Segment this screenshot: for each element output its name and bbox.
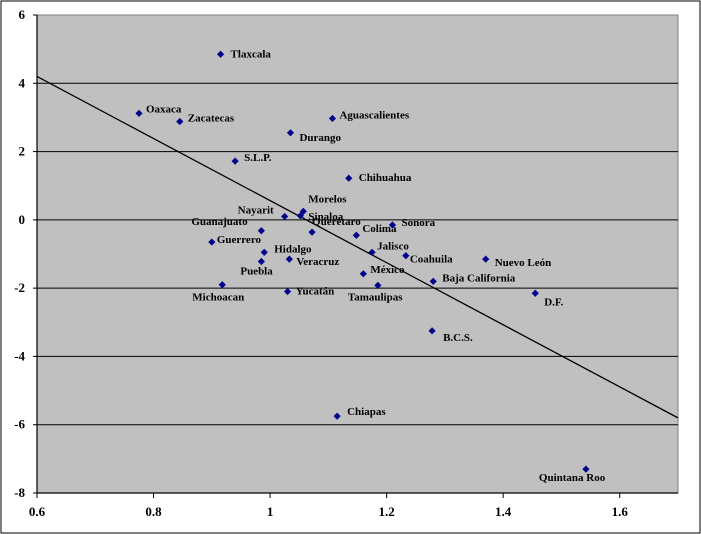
data-point-label: Jalisco (377, 240, 409, 252)
plot-area (36, 14, 679, 494)
data-point-label: Baja California (442, 272, 516, 284)
data-point-marker (402, 252, 410, 260)
x-tick-label: 0.6 (29, 504, 46, 519)
data-point-label: Tlaxcala (231, 48, 272, 60)
data-point-marker (285, 255, 293, 263)
data-point-marker (257, 257, 265, 266)
data-point-label: Coahuila (410, 254, 453, 266)
data-point-marker (176, 117, 184, 126)
data-point-label: Sinaloa (308, 211, 343, 223)
x-tick-label: 1.4 (495, 504, 512, 519)
data-point-marker (231, 157, 239, 165)
data-point-marker (531, 289, 539, 297)
data-point-marker (286, 129, 295, 137)
data-point-label: Nayarit (238, 204, 274, 216)
trendline (36, 75, 679, 419)
data-point-label: Zacatecas (188, 113, 235, 125)
data-point-marker (260, 248, 268, 256)
x-tick-label: 1.6 (612, 504, 629, 519)
data-point-label: Quintana Roo (539, 472, 606, 484)
data-point-label: Chiapas (347, 406, 386, 418)
data-point-marker (428, 327, 436, 335)
data-point-marker (374, 281, 382, 290)
data-point-label: Oaxaca (146, 103, 182, 115)
data-point-label: Yucatán (296, 286, 335, 298)
data-point-label: Guanajuato (191, 216, 248, 228)
data-point-marker (257, 227, 265, 235)
data-point-marker (216, 50, 225, 58)
data-point-marker (308, 228, 316, 236)
y-tick-labels: 6 4 2 0 -2 -4 -6 -8 (14, 7, 25, 500)
data-point-marker (283, 287, 292, 296)
x-tick-label: 0.8 (145, 504, 162, 519)
data-point-label: Morelos (308, 193, 347, 205)
data-points: Tlaxcala Oaxaca Zacatecas Aguascalientes Dur… (135, 48, 606, 484)
x-tick-label: 1.2 (379, 504, 395, 519)
data-point-label: D.F. (544, 296, 563, 308)
y-tick-label: -8 (14, 485, 25, 500)
data-point-label: Colima (362, 223, 397, 235)
data-point-label: Michoacan (192, 292, 244, 304)
data-point-label: Guerrero (217, 234, 262, 246)
data-point-marker (296, 212, 304, 220)
y-tick-label: -2 (14, 280, 25, 295)
data-point-marker (582, 465, 590, 473)
data-point-marker (208, 238, 216, 246)
data-point-marker (359, 270, 367, 278)
data-point-marker (482, 255, 490, 263)
data-point-label: Veracruz (296, 256, 339, 268)
y-tick-label: 4 (19, 75, 26, 90)
data-point-marker (135, 109, 143, 117)
data-point-label: Tamaulipas (348, 291, 403, 303)
data-point-marker (368, 248, 376, 256)
data-point-marker (218, 281, 226, 289)
data-point-marker (281, 212, 289, 221)
y-tick-label: -4 (14, 348, 25, 363)
data-point-label: Querétaro (312, 216, 361, 228)
data-point-label: Sonora (401, 217, 435, 229)
data-point-label: Puebla (240, 266, 273, 278)
data-point-label: Aguascalientes (339, 109, 409, 121)
y-tick-label: 2 (19, 144, 26, 159)
data-point-label: S.L.P. (244, 152, 272, 164)
axes (36, 15, 678, 498)
data-point-marker (333, 412, 341, 420)
data-point-marker (345, 174, 353, 182)
data-point-marker (299, 207, 307, 215)
data-point-marker (388, 221, 397, 229)
y-tick-label: -6 (14, 417, 25, 432)
data-point-marker (429, 277, 437, 285)
data-point-label: Durango (299, 132, 341, 144)
data-point-label: Chihuahua (359, 172, 412, 184)
data-point-marker (328, 114, 337, 123)
data-point-label: Nuevo León (495, 257, 552, 269)
x-tick-label: 1 (267, 504, 274, 519)
data-point-marker (352, 231, 360, 239)
data-point-label: B.C.S. (443, 332, 473, 344)
y-tick-label: 6 (19, 7, 26, 22)
data-point-label: México (370, 264, 405, 276)
grid-lines (33, 14, 678, 494)
y-tick-label: 0 (19, 212, 26, 227)
x-tick-labels: 0.6 0.8 1 1.2 1.4 1.6 (29, 504, 628, 519)
data-point-label: Hidalgo (274, 243, 312, 255)
